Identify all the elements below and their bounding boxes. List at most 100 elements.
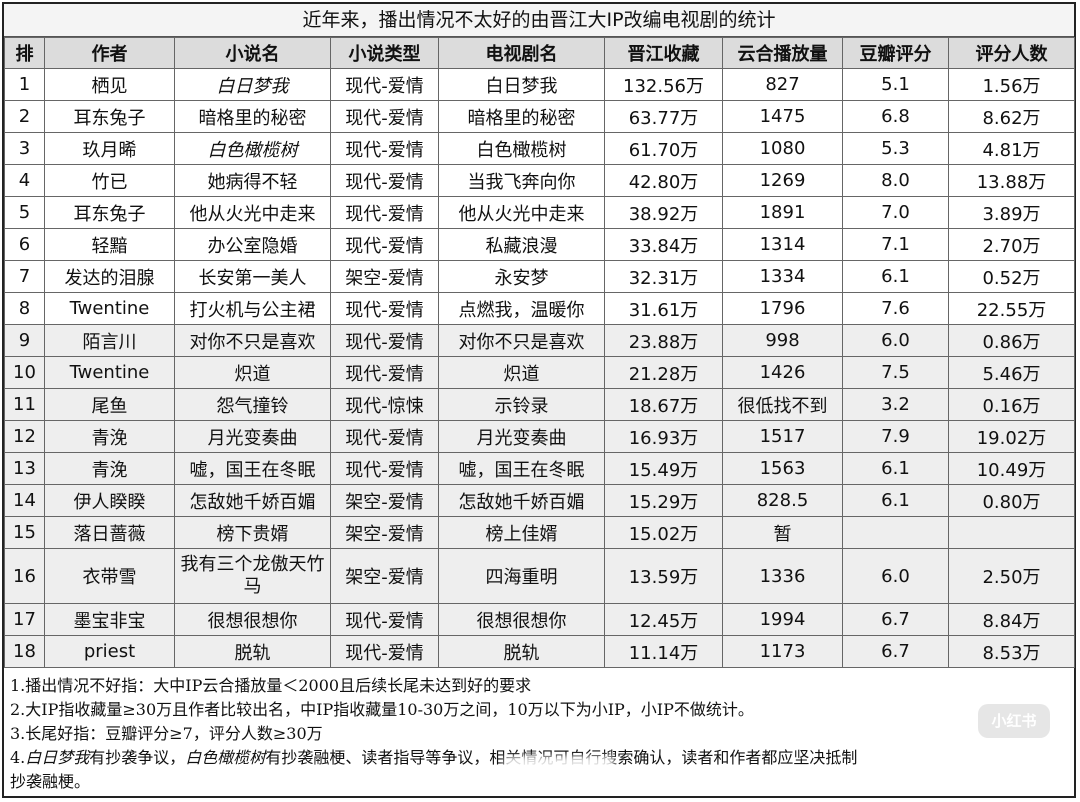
table-cell: 耳东兔子 xyxy=(44,100,175,133)
table-cell: 现代-惊悚 xyxy=(330,388,439,421)
table-cell: 63.77万 xyxy=(604,100,723,133)
table-cell: 2 xyxy=(4,100,45,133)
table-cell: 1994 xyxy=(722,603,843,636)
table-cell: 月光变奏曲 xyxy=(438,420,605,453)
table-cell: 13.88万 xyxy=(948,164,1075,197)
table-cell: 现代-爱情 xyxy=(330,100,439,133)
table-cell: 998 xyxy=(722,324,843,357)
table-cell: 落日蔷薇 xyxy=(44,516,175,549)
table-cell: 8.0 xyxy=(842,164,949,197)
table-cell: 现代-爱情 xyxy=(330,324,439,357)
table-cell: 他从火光中走来 xyxy=(174,196,331,229)
column-header: 评分人数 xyxy=(948,37,1075,69)
column-header: 排 xyxy=(4,37,45,69)
column-header: 豆瓣评分 xyxy=(842,37,949,69)
table-cell: 5.46万 xyxy=(948,356,1075,389)
table-cell: 嘘，国王在冬眠 xyxy=(438,452,605,485)
table-cell: 0.86万 xyxy=(948,324,1075,357)
table-cell: 办公室隐婚 xyxy=(174,228,331,261)
table-cell: 7.1 xyxy=(842,228,949,261)
table-cell: 3.89万 xyxy=(948,196,1075,229)
table-cell: 16 xyxy=(4,548,45,604)
table-row: 12 青浼 月光变奏曲 现代-爱情 月光变奏曲 16.93万 1517 7.9 19.02万 xyxy=(4,420,1075,453)
table-cell: 0.80万 xyxy=(948,484,1075,517)
table-cell: 5.3 xyxy=(842,132,949,165)
table-cell: 现代-爱情 xyxy=(330,452,439,485)
table-cell: 她病得不轻 xyxy=(174,164,331,197)
table-cell: Twentine xyxy=(44,292,175,325)
table-cell: 5 xyxy=(4,196,45,229)
table-cell: 很想很想你 xyxy=(438,603,605,636)
table-cell: 6 xyxy=(4,228,45,261)
table-cell: 2.70万 xyxy=(948,228,1075,261)
table-body: 1 栖见 白日梦我 现代-爱情 白日梦我 132.56万 827 5.1 1.56万 2 耳东兔子暗… xyxy=(4,68,1075,668)
table-cell xyxy=(948,516,1075,549)
table-cell: 1334 xyxy=(722,260,843,293)
table-cell: 1426 xyxy=(722,356,843,389)
table-row: 1 栖见 白日梦我 现代-爱情 白日梦我 132.56万 827 5.1 1.56万 xyxy=(4,68,1075,101)
table-cell: 白日梦我 xyxy=(174,68,331,101)
table-cell: 11.14万 xyxy=(604,635,723,668)
table-cell: 脱轨 xyxy=(174,635,331,668)
table-cell: 7.5 xyxy=(842,356,949,389)
table-cell: 7.9 xyxy=(842,420,949,453)
table-cell: 1336 xyxy=(722,548,843,604)
table-cell: 1563 xyxy=(722,452,843,485)
table-cell: 5.1 xyxy=(842,68,949,101)
table-row: 8 Twentine 打火机与公主裙 现代-爱情 点燃我，温暖你 31.61万 1796 7.… xyxy=(4,292,1075,325)
table-cell: 3 xyxy=(4,132,45,165)
table-cell: 1314 xyxy=(722,228,843,261)
drama-table: 排作者 小说名 小说类型 电视剧名 晋江收藏 云合播放量 豆瓣评分 评分人数 1 栖见 白日梦我现… xyxy=(4,37,1075,668)
table-row: 5 耳东兔子 他从火光中走来 现代-爱情 他从火光中走来 38.92万 1891 7.0 3.8… xyxy=(4,196,1075,229)
table-cell: 榜上佳婿 xyxy=(438,516,605,549)
table-cell: 衣带雪 xyxy=(44,548,175,604)
table-cell: 1796 xyxy=(722,292,843,325)
table-cell: 暗格里的秘密 xyxy=(174,100,331,133)
table-cell: 6.0 xyxy=(842,324,949,357)
table-cell: 9 xyxy=(4,324,45,357)
column-header: 小说名 xyxy=(174,37,331,69)
table-cell: 1173 xyxy=(722,635,843,668)
note-1: 1.播出情况不好指：大中IP云合播放量＜2000且后续长尾未达到好的要求 xyxy=(10,676,532,695)
table-row: 10 Twentine 炽道 现代-爱情 炽道 21.28万 1426 7.5 5.46万 xyxy=(4,356,1075,389)
table-cell: 32.31万 xyxy=(604,260,723,293)
table-cell: 怎敌她千娇百媚 xyxy=(438,484,605,517)
table-cell: 10.49万 xyxy=(948,452,1075,485)
table-cell: 17 xyxy=(4,603,45,636)
table-row: 3 玖月晞 白色橄榄树 现代-爱情 白色橄榄树 61.70万 1080 5.3 4.81万 xyxy=(4,132,1075,165)
table-cell: 132.56万 xyxy=(604,68,723,101)
table-cell: 22.55万 xyxy=(948,292,1075,325)
table-row: 18 priest 脱轨 现代-爱情 脱轨 11.14万 1173 6.7 8.53万 xyxy=(4,635,1075,668)
table-cell: 现代-爱情 xyxy=(330,164,439,197)
table-cell: 栖见 xyxy=(44,68,175,101)
table-cell: 怨气撞铃 xyxy=(174,388,331,421)
table-cell: Twentine xyxy=(44,356,175,389)
table-cell: 现代-爱情 xyxy=(330,420,439,453)
table-cell: 架空-爱情 xyxy=(330,260,439,293)
table-cell: 827 xyxy=(722,68,843,101)
table-cell xyxy=(842,516,949,549)
table-cell: 他从火光中走来 xyxy=(438,196,605,229)
table-cell: 8.84万 xyxy=(948,603,1075,636)
table-cell: 61.70万 xyxy=(604,132,723,165)
table-cell: 12 xyxy=(4,420,45,453)
table-cell: 陌言川 xyxy=(44,324,175,357)
table-cell: 3.2 xyxy=(842,388,949,421)
table-cell: 架空-爱情 xyxy=(330,484,439,517)
table-cell: 12.45万 xyxy=(604,603,723,636)
table-cell: 14 xyxy=(4,484,45,517)
notes: 1.播出情况不好指：大中IP云合播放量＜2000且后续长尾未达到好的要求 2.大… xyxy=(4,668,1074,794)
table-cell: 永安梦 xyxy=(438,260,605,293)
table-cell: 6.7 xyxy=(842,635,949,668)
table-cell: 33.84万 xyxy=(604,228,723,261)
column-header: 晋江收藏 xyxy=(604,37,723,69)
table-cell: 8.62万 xyxy=(948,100,1075,133)
table-cell: 11 xyxy=(4,388,45,421)
table-cell: 2.50万 xyxy=(948,548,1075,604)
table-cell: 42.80万 xyxy=(604,164,723,197)
table-cell: 6.1 xyxy=(842,484,949,517)
table-cell: 1080 xyxy=(722,132,843,165)
column-header: 作者 xyxy=(44,37,175,69)
table-cell: 白色橄榄树 xyxy=(174,132,331,165)
table-cell: 15.29万 xyxy=(604,484,723,517)
